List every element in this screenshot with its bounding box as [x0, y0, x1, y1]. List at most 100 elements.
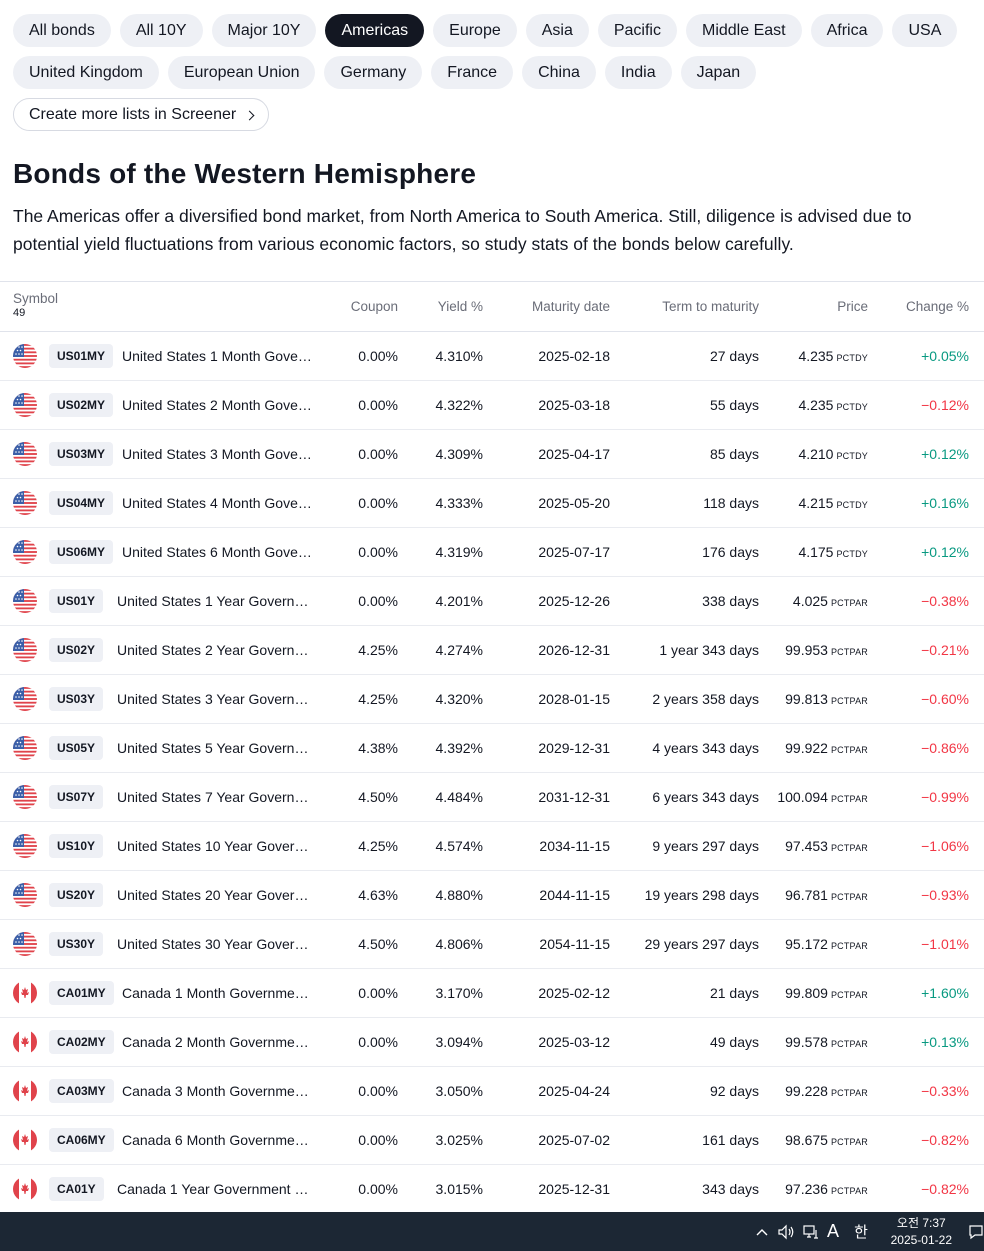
us-flag-icon — [13, 491, 37, 515]
bond-ticker[interactable]: CA03MY — [49, 1079, 114, 1103]
bond-name[interactable]: United States 6 Month Gove… — [122, 544, 312, 560]
bond-ticker[interactable]: US01Y — [49, 589, 104, 613]
bond-ticker[interactable]: CA02MY — [49, 1030, 114, 1054]
table-row[interactable]: CA02MY Canada 2 Month Governmen… 0.00% 3.09… — [0, 1018, 984, 1067]
tab-all-10y[interactable]: All 10Y — [119, 14, 203, 47]
bond-name[interactable]: United States 3 Year Govern… — [117, 691, 309, 707]
table-row[interactable]: US07Y United States 7 Year Govern… 4.50% 4.… — [0, 773, 984, 822]
bond-ticker[interactable]: US05Y — [49, 736, 104, 760]
bond-maturity-date: 2025-07-02 — [538, 1132, 610, 1148]
bond-name[interactable]: United States 4 Month Gove… — [122, 495, 312, 511]
us-flag-icon — [13, 540, 37, 564]
table-row[interactable]: US30Y United States 30 Year Gover… 4.50% 4.… — [0, 920, 984, 969]
us-flag-icon — [13, 638, 37, 662]
bond-name[interactable]: United States 10 Year Gover… — [117, 838, 309, 854]
table-row[interactable]: US05Y United States 5 Year Govern… 4.38% 4.… — [0, 724, 984, 773]
bond-name[interactable]: Canada 1 Month Governmen… — [122, 985, 314, 1001]
tab-americas[interactable]: Americas — [325, 14, 425, 47]
table-row[interactable]: CA03MY Canada 3 Month Governmen… 0.00% 3.05… — [0, 1067, 984, 1116]
header-term[interactable]: Term to maturity — [662, 299, 759, 314]
bond-ticker[interactable]: US07Y — [49, 785, 104, 809]
chevron-up-icon[interactable] — [752, 1212, 772, 1251]
font-icon[interactable]: A — [826, 1221, 839, 1241]
bond-ticker[interactable]: US02Y — [49, 638, 104, 662]
tab-pacific[interactable]: Pacific — [597, 14, 677, 47]
bond-name[interactable]: Canada 1 Year Government … — [117, 1181, 309, 1197]
bond-name[interactable]: United States 2 Year Govern… — [117, 642, 309, 658]
header-maturity[interactable]: Maturity date — [531, 299, 610, 314]
tab-asia[interactable]: Asia — [525, 14, 589, 47]
table-row[interactable]: US03MY United States 3 Month Gove… 0.00% 4.… — [0, 430, 984, 479]
speaker-icon[interactable] — [775, 1212, 797, 1251]
tab-major-10y[interactable]: Major 10Y — [211, 14, 317, 47]
network-icon[interactable] — [800, 1212, 822, 1251]
header-symbol-label: Symbol — [13, 291, 59, 306]
tab-india[interactable]: India — [604, 56, 672, 89]
tab-usa[interactable]: USA — [892, 14, 958, 47]
bond-name[interactable]: Canada 2 Month Governmen… — [122, 1034, 314, 1050]
bond-name[interactable]: United States 1 Year Govern… — [117, 593, 309, 609]
price-value: 100.094 — [777, 789, 828, 805]
bond-ticker[interactable]: US03MY — [49, 442, 114, 466]
tab-europe[interactable]: Europe — [433, 14, 517, 47]
tabs-row-1: All bonds All 10Y Major 10Y Americas Europe A… — [13, 14, 973, 47]
us-flag-icon — [13, 589, 37, 613]
ime-icon[interactable]: 한 — [854, 1224, 868, 1241]
tab-european-union[interactable]: European Union — [167, 56, 316, 89]
bond-name[interactable]: United States 1 Month Gove… — [122, 348, 312, 364]
bond-ticker[interactable]: US01MY — [49, 344, 114, 368]
tab-all-bonds[interactable]: All bonds — [13, 14, 111, 47]
bond-name[interactable]: United States 20 Year Gover… — [117, 887, 309, 903]
create-lists-in-screener-button[interactable]: Create more lists in Screener — [13, 98, 270, 131]
bond-ticker[interactable]: US10Y — [49, 834, 104, 858]
header-price[interactable]: Price — [837, 299, 868, 314]
table-row[interactable]: US01Y United States 1 Year Govern… 0.00% 4.… — [0, 577, 984, 626]
us-flag-icon — [13, 687, 37, 711]
bond-name[interactable]: United States 2 Month Gove… — [122, 397, 312, 413]
bond-yield: 4.574% — [435, 838, 483, 854]
tab-united-kingdom[interactable]: United Kingdom — [13, 56, 159, 89]
bond-ticker[interactable]: CA01MY — [49, 981, 114, 1005]
bond-coupon: 4.50% — [358, 789, 398, 805]
tab-france[interactable]: France — [431, 56, 514, 89]
header-coupon[interactable]: Coupon — [350, 299, 398, 314]
table-row[interactable]: US06MY United States 6 Month Gove… 0.00% 4.… — [0, 528, 984, 577]
bond-ticker[interactable]: US02MY — [49, 393, 114, 417]
tab-germany[interactable]: Germany — [324, 56, 423, 89]
table-row[interactable]: US04MY United States 4 Month Gove… 0.00% 4.… — [0, 479, 984, 528]
tab-middle-east[interactable]: Middle East — [685, 14, 802, 47]
table-row[interactable]: US02Y United States 2 Year Govern… 4.25% 4.… — [0, 626, 984, 675]
bond-ticker[interactable]: CA01Y — [49, 1177, 104, 1201]
bond-maturity-date: 2029-12-31 — [538, 740, 610, 756]
table-row[interactable]: US20Y United States 20 Year Gover… 4.63% 4.… — [0, 871, 984, 920]
bond-name[interactable]: United States 30 Year Gover… — [117, 936, 309, 952]
tab-japan[interactable]: Japan — [680, 56, 757, 89]
table-row[interactable]: US10Y United States 10 Year Gover… 4.25% 4.… — [0, 822, 984, 871]
bond-ticker[interactable]: US04MY — [49, 491, 114, 515]
bond-ticker[interactable]: US30Y — [49, 932, 104, 956]
bond-ticker[interactable]: US03Y — [49, 687, 104, 711]
bond-maturity-date: 2025-04-24 — [538, 1083, 610, 1099]
bond-name[interactable]: United States 3 Month Gove… — [122, 446, 312, 462]
bond-name[interactable]: Canada 3 Month Governmen… — [122, 1083, 314, 1099]
tab-china[interactable]: China — [522, 56, 596, 89]
table-row[interactable]: CA01MY Canada 1 Month Governmen… 0.00% 3.17… — [0, 969, 984, 1018]
table-row[interactable]: CA01Y Canada 1 Year Government … 0.00% 3.01… — [0, 1165, 984, 1214]
bond-ticker[interactable]: US06MY — [49, 540, 114, 564]
table-row[interactable]: US03Y United States 3 Year Govern… 4.25% 4.… — [0, 675, 984, 724]
header-change[interactable]: Change % — [905, 299, 969, 314]
bond-name[interactable]: United States 5 Year Govern… — [117, 740, 309, 756]
tab-africa[interactable]: Africa — [810, 14, 884, 47]
taskbar-clock[interactable]: 오전 7:37 2025-01-22 — [891, 1215, 952, 1249]
bond-name[interactable]: United States 7 Year Govern… — [117, 789, 309, 805]
bond-name[interactable]: Canada 6 Month Governmen… — [122, 1132, 314, 1148]
header-yield[interactable]: Yield % — [437, 299, 483, 314]
bond-coupon: 0.00% — [358, 985, 398, 1001]
notification-icon[interactable] — [968, 1212, 984, 1251]
table-row[interactable]: US02MY United States 2 Month Gove… 0.00% 4.… — [0, 381, 984, 430]
header-symbol[interactable]: Symbol 49 — [13, 291, 58, 319]
table-row[interactable]: US01MY United States 1 Month Gove… 0.00% 4.… — [0, 332, 984, 381]
bond-ticker[interactable]: CA06MY — [49, 1128, 114, 1152]
bond-ticker[interactable]: US20Y — [49, 883, 104, 907]
table-row[interactable]: CA06MY Canada 6 Month Governmen… 0.00% 3.02… — [0, 1116, 984, 1165]
